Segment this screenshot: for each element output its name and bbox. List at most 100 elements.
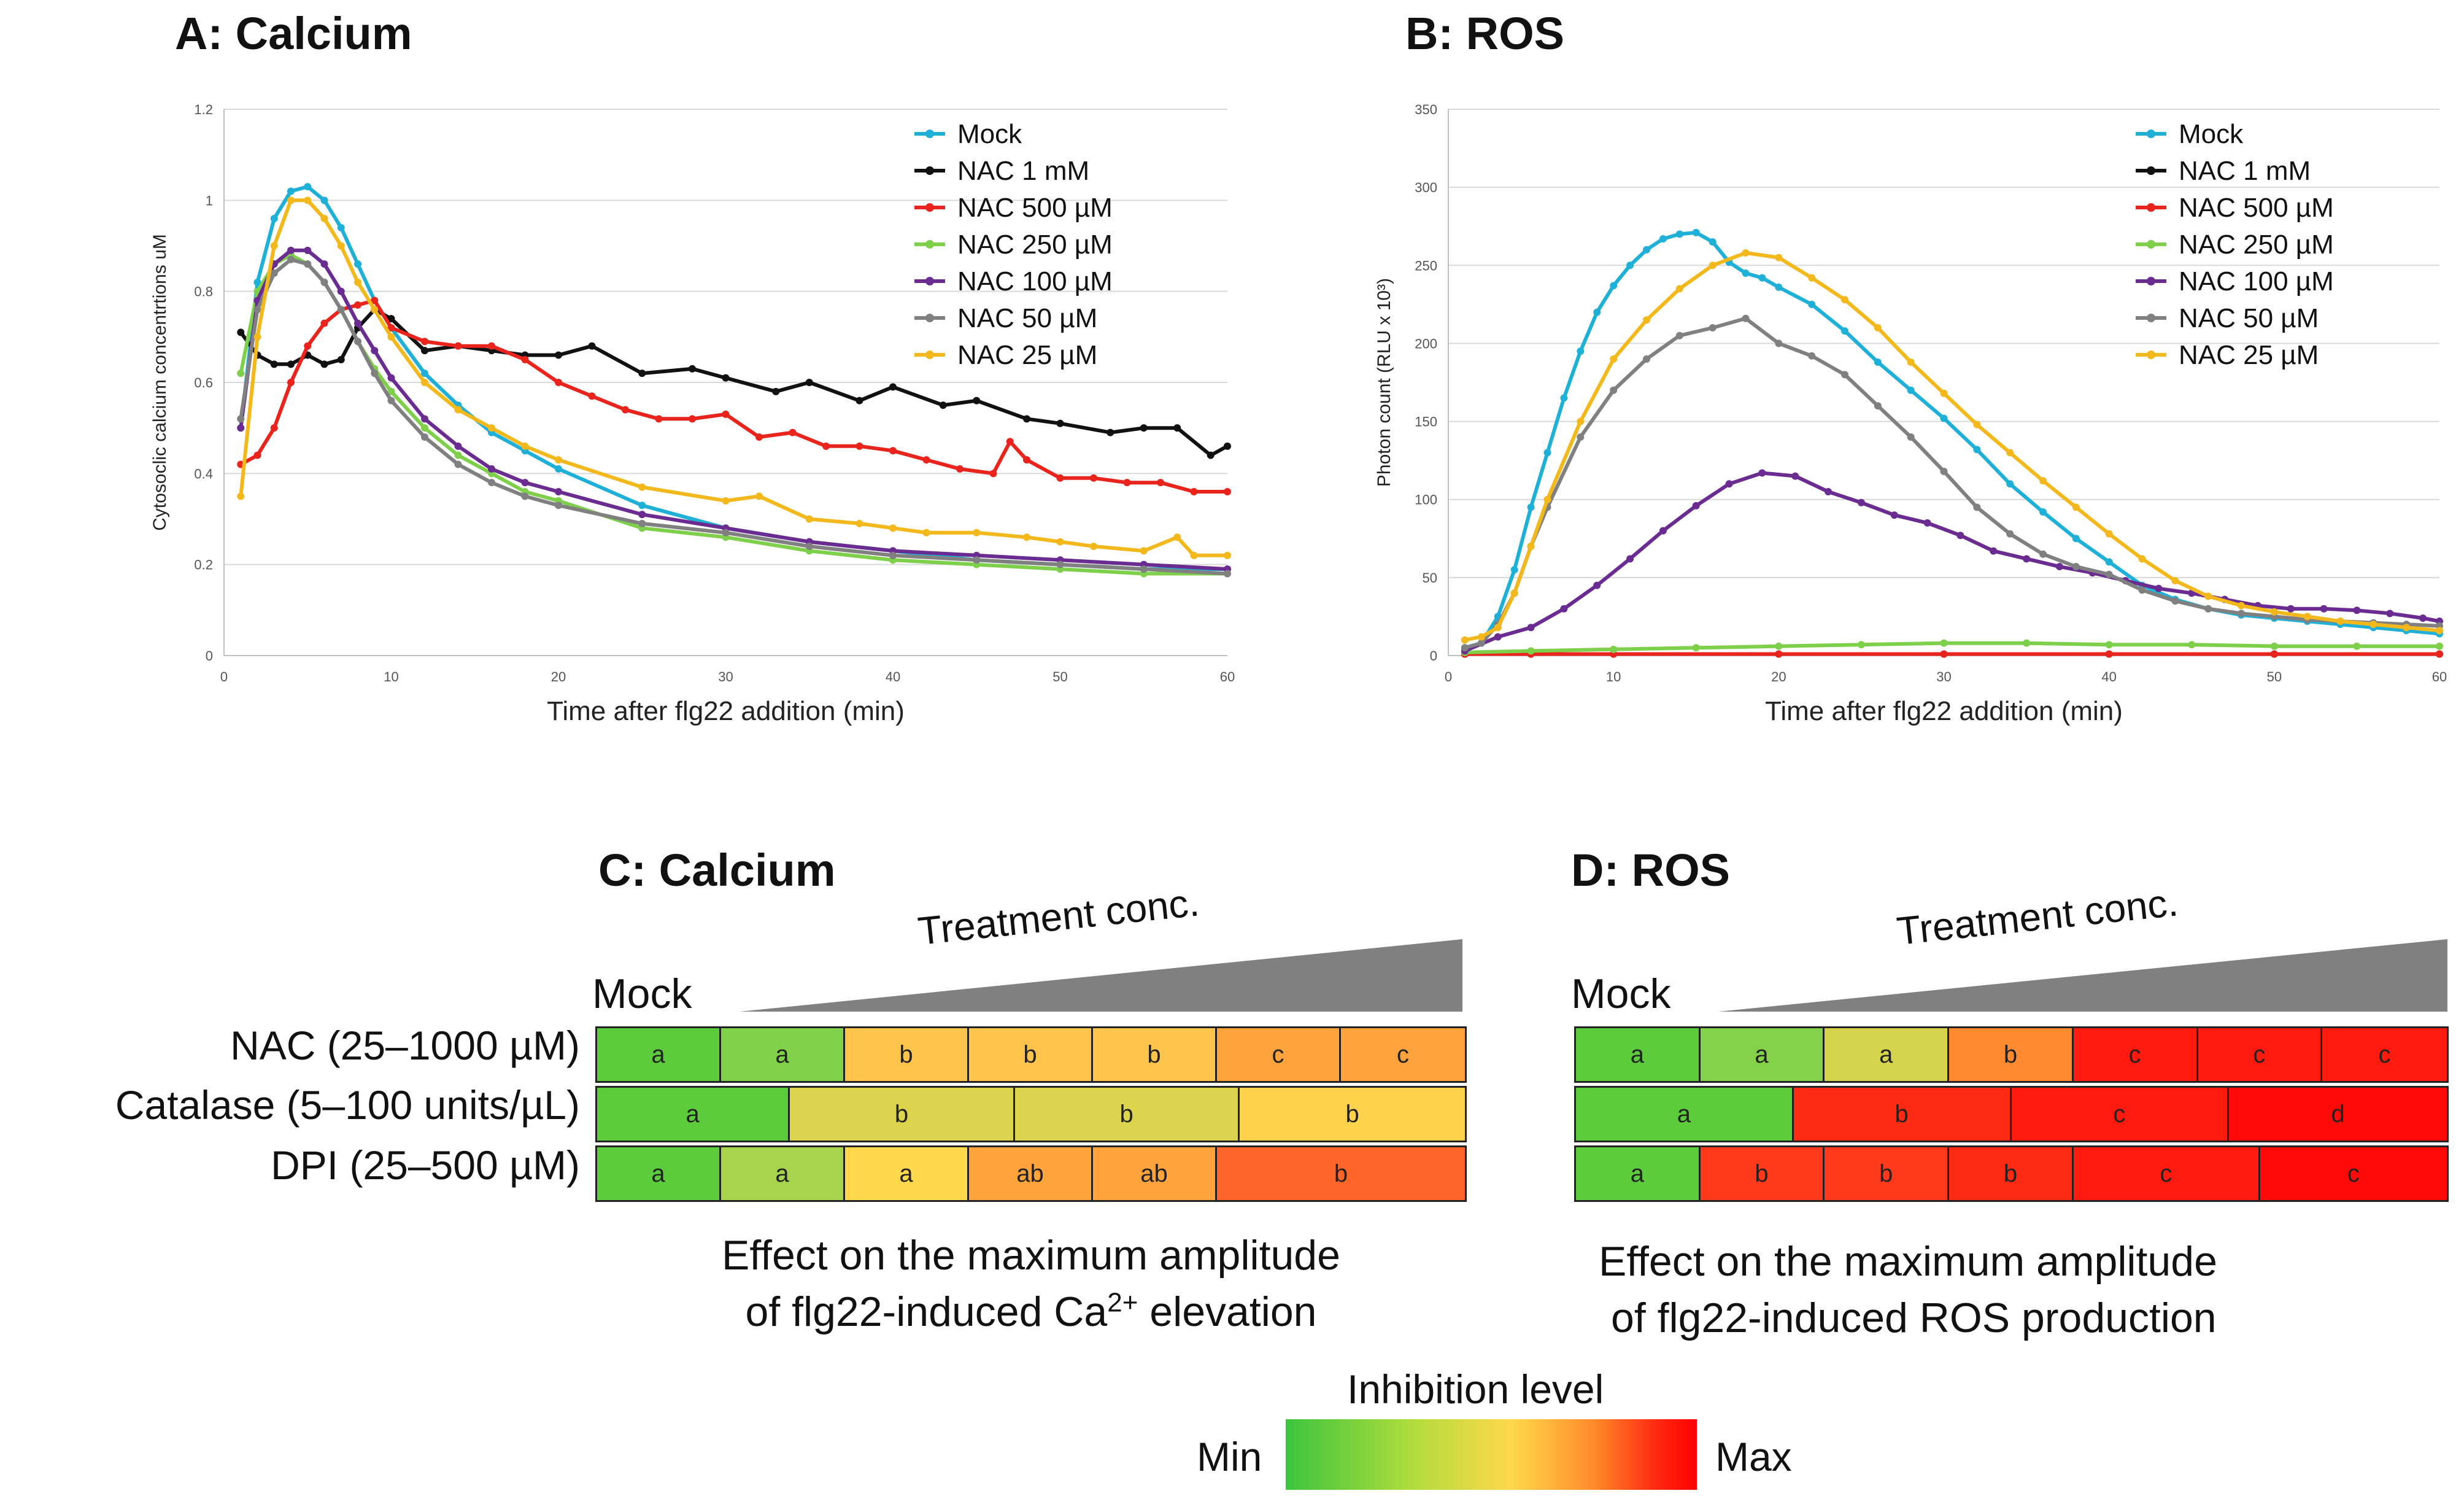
- calcium-data-point: [1140, 547, 1148, 555]
- panel-a-title: A: Calcium: [175, 8, 412, 59]
- ros-data-point: [2006, 530, 2014, 538]
- ros-data-point: [2072, 535, 2080, 543]
- ros-legend-marker: [2147, 240, 2155, 249]
- calcium-data-point: [855, 519, 863, 527]
- ros-data-point: [1990, 547, 1998, 555]
- calcium-series-line-6: [239, 198, 1227, 557]
- calcium-y-axis-title: Cytosoclic calcium concentrtions uM: [150, 234, 170, 531]
- calcium-data-point: [320, 360, 328, 368]
- ros-data-point: [1825, 488, 1833, 495]
- calcium-data-point: [454, 342, 462, 350]
- calcium-data-point: [287, 360, 295, 368]
- ros-data-point: [1742, 249, 1750, 257]
- ros-data-point: [2270, 642, 2278, 650]
- calcium-data-point: [889, 524, 897, 532]
- calcium-data-point: [237, 370, 245, 378]
- ros-data-point: [2270, 650, 2278, 658]
- calcium-xtick-label: 60: [1220, 669, 1235, 684]
- calcium-data-point: [320, 260, 328, 268]
- ros-data-point: [1675, 230, 1683, 238]
- ros-data-point: [1775, 642, 1783, 650]
- calcium-data-point: [320, 196, 328, 204]
- calcium-data-point: [354, 278, 361, 286]
- calcium-xtick-label: 0: [220, 669, 228, 684]
- calcium-data-point: [454, 406, 462, 414]
- calcium-data-point: [956, 465, 964, 473]
- calcium-data-point: [387, 387, 395, 395]
- calcium-data-point: [371, 370, 379, 378]
- calcium-data-point: [287, 255, 295, 263]
- ros-data-point: [2287, 605, 2295, 613]
- ros-legend-marker: [2147, 203, 2155, 212]
- ros-data-point: [1626, 555, 1634, 563]
- calcium-data-point: [855, 397, 863, 405]
- calcium-data-point: [304, 342, 312, 350]
- ros-data-point: [1543, 495, 1551, 503]
- ros-x-axis-title: Time after flg22 addition (min): [1765, 696, 2123, 726]
- ros-data-point: [2039, 550, 2047, 558]
- calcium-data-point: [270, 242, 278, 250]
- ros-data-point: [1527, 503, 1535, 511]
- ros-data-point: [2238, 602, 2245, 610]
- calcium-data-point: [1224, 442, 1231, 450]
- calcium-heatmap-cell: a: [721, 1147, 845, 1200]
- ros-data-point: [2436, 642, 2443, 650]
- calcium-data-point: [855, 442, 863, 450]
- calcium-data-point: [337, 355, 345, 363]
- ros-data-point: [2006, 449, 2014, 457]
- ros-legend-item: Mock: [2179, 119, 2244, 149]
- calcium-legend-marker: [925, 240, 934, 249]
- calcium-xtick-label: 40: [886, 669, 900, 684]
- ros-data-point: [1610, 386, 1618, 394]
- ros-data-point: [1956, 532, 1964, 540]
- calcium-data-point: [555, 379, 562, 386]
- ros-data-point: [2369, 621, 2377, 629]
- ros-heatmap-cell: c: [2198, 1028, 2323, 1081]
- calcium-data-point: [354, 319, 361, 327]
- calcium-data-point: [1173, 424, 1181, 432]
- calcium-line-chart: 0 0.2 0.4 0.6 0.8 1 1.2 0 10 20 30 40 50 60 Time after…: [150, 102, 1235, 726]
- ros-data-point: [2105, 650, 2113, 658]
- ros-data-point: [1890, 511, 1898, 519]
- calcium-data-point: [722, 374, 730, 382]
- calcium-data-point: [270, 424, 278, 432]
- calcium-heatmap-cell: c: [1341, 1028, 1465, 1081]
- calcium-data-point: [387, 324, 395, 331]
- ros-data-point: [1577, 433, 1585, 441]
- ros-legend-item: NAC 100 µM: [2179, 266, 2334, 296]
- calcium-x-axis-title: Time after flg22 addition (min): [547, 696, 905, 726]
- calcium-data-point: [1090, 543, 1097, 550]
- ros-data-point: [1659, 527, 1667, 535]
- calcium-data-point: [1056, 419, 1064, 427]
- ros-data-point: [1461, 636, 1469, 644]
- calcium-data-point: [354, 338, 361, 346]
- calcium-legend-marker: [925, 277, 934, 285]
- calcium-data-point: [387, 333, 395, 341]
- ros-data-point: [1940, 639, 1948, 647]
- ros-data-point: [1841, 296, 1848, 304]
- ros-data-point: [2023, 555, 2031, 563]
- calcium-data-point: [304, 183, 312, 191]
- ros-xtick-label: 50: [2267, 669, 2282, 684]
- caption-c-line1: Effect on the maximum amplitude: [722, 1232, 1340, 1279]
- calcium-heatmap-cell: a: [597, 1028, 721, 1081]
- calcium-data-point: [387, 397, 395, 405]
- calcium-data-point: [1106, 428, 1114, 436]
- calcium-legend-marker: [925, 166, 934, 175]
- calcium-data-point: [555, 351, 562, 359]
- calcium-data-point: [1190, 488, 1198, 495]
- ros-data-point: [1527, 624, 1535, 632]
- calcium-data-point: [805, 379, 813, 386]
- calcium-legend-item: NAC 250 µM: [957, 230, 1113, 260]
- calcium-data-point: [304, 196, 312, 204]
- ros-data-point: [1808, 300, 1816, 308]
- calcium-data-point: [622, 406, 629, 414]
- ros-legend-item: NAC 1 mM: [2179, 156, 2311, 186]
- ros-heatmap-cell: b: [1949, 1028, 2074, 1081]
- ros-data-point: [1775, 339, 1783, 347]
- ros-heatmap-cell: b: [1949, 1147, 2074, 1200]
- caption-d-line1: Effect on the maximum amplitude: [1599, 1238, 2217, 1285]
- calcium-data-point: [889, 447, 897, 455]
- calcium-ytick-label: 1: [206, 193, 213, 208]
